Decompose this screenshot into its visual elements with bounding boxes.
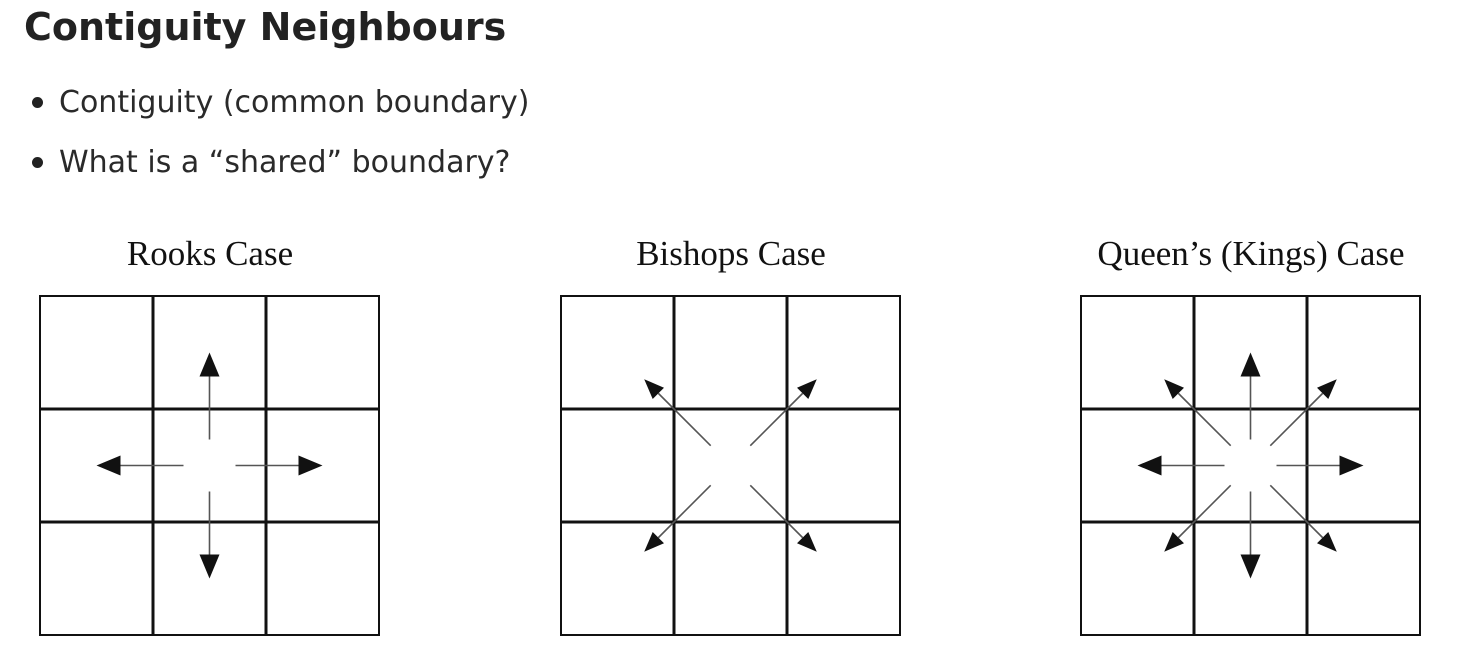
east-arrow-icon xyxy=(1276,455,1364,476)
south-west-arrow-icon xyxy=(1164,484,1232,552)
list-item: Contiguity (common boundary) xyxy=(32,80,529,140)
north-arrow-icon xyxy=(1240,352,1261,440)
north-arrow-icon xyxy=(199,352,220,440)
south-arrow-icon xyxy=(1240,491,1261,579)
south-east-arrow-icon xyxy=(1269,484,1337,552)
bullet-text: What is a “shared” boundary? xyxy=(59,145,511,180)
queens-grid xyxy=(1080,295,1421,636)
north-west-arrow-icon xyxy=(1164,379,1232,447)
south-east-arrow-icon xyxy=(749,484,817,552)
queens-case-diagram: Queen’s (Kings) Case xyxy=(1061,232,1441,636)
rooks-grid xyxy=(39,295,380,636)
grid-border xyxy=(560,295,901,636)
list-item: What is a “shared” boundary? xyxy=(32,140,529,200)
diagram-caption: Queen’s (Kings) Case xyxy=(1097,234,1405,273)
north-east-arrow-icon xyxy=(749,379,817,447)
bullet-text: Contiguity (common boundary) xyxy=(59,85,530,120)
bullet-icon xyxy=(32,157,43,168)
page-title: Contiguity Neighbours xyxy=(24,5,507,49)
south-west-arrow-icon xyxy=(644,484,712,552)
bishops-case-diagram: Bishops Case xyxy=(541,232,921,636)
diagram-caption: Rooks Case xyxy=(126,234,294,273)
west-arrow-icon xyxy=(96,455,184,476)
diagram-caption: Bishops Case xyxy=(636,234,826,273)
grid-border xyxy=(39,295,380,636)
grid-border xyxy=(1080,295,1421,636)
east-arrow-icon xyxy=(235,455,323,476)
bullet-list: Contiguity (common boundary) What is a “… xyxy=(32,80,529,200)
west-arrow-icon xyxy=(1137,455,1225,476)
bishops-grid xyxy=(560,295,901,636)
south-arrow-icon xyxy=(199,491,220,579)
north-west-arrow-icon xyxy=(644,379,712,447)
north-east-arrow-icon xyxy=(1269,379,1337,447)
rooks-case-diagram: Rooks Case xyxy=(20,232,400,636)
bullet-icon xyxy=(32,97,43,108)
